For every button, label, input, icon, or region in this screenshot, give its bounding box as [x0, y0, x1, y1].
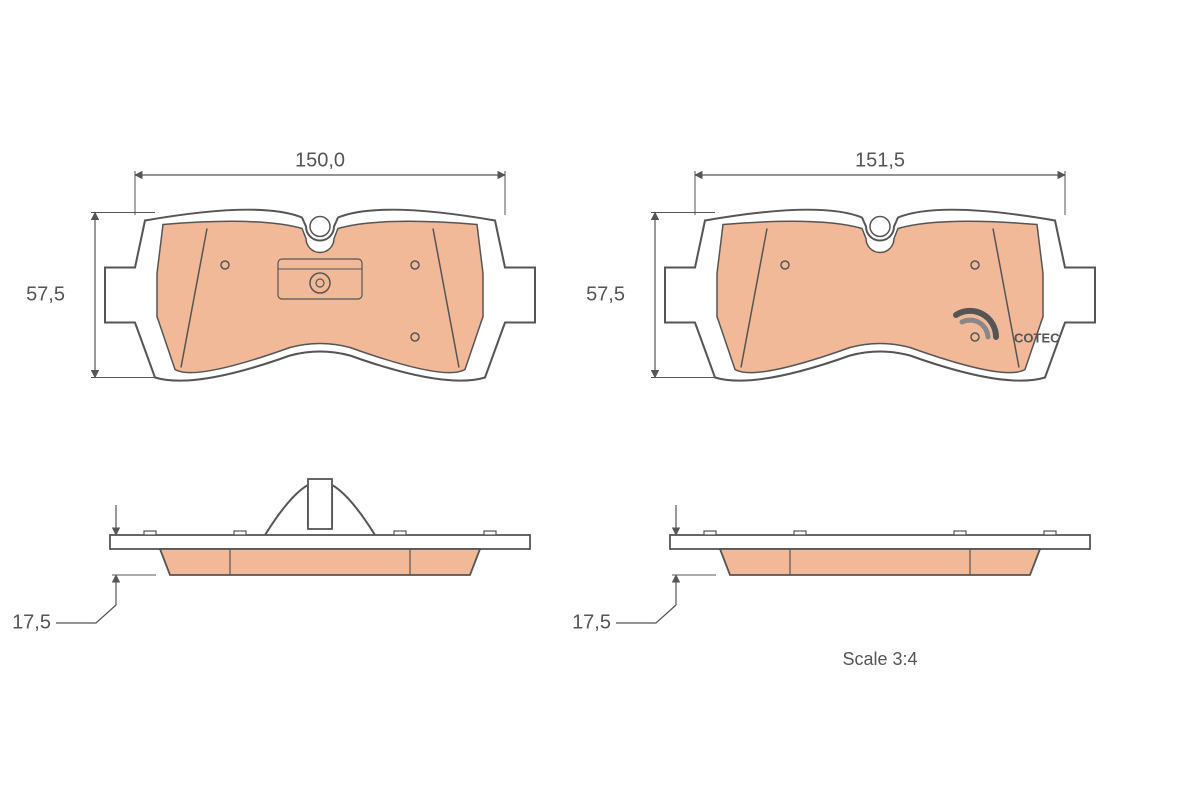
svg-text:150,0: 150,0 — [295, 149, 345, 171]
svg-text:151,5: 151,5 — [855, 149, 905, 171]
svg-text:17,5: 17,5 — [572, 611, 611, 633]
svg-text:17,5: 17,5 — [12, 611, 51, 633]
svg-text:57,5: 57,5 — [26, 283, 65, 305]
svg-text:57,5: 57,5 — [586, 283, 625, 305]
svg-text:Scale 3:4: Scale 3:4 — [842, 649, 917, 669]
svg-text:COTEC: COTEC — [1014, 330, 1060, 345]
